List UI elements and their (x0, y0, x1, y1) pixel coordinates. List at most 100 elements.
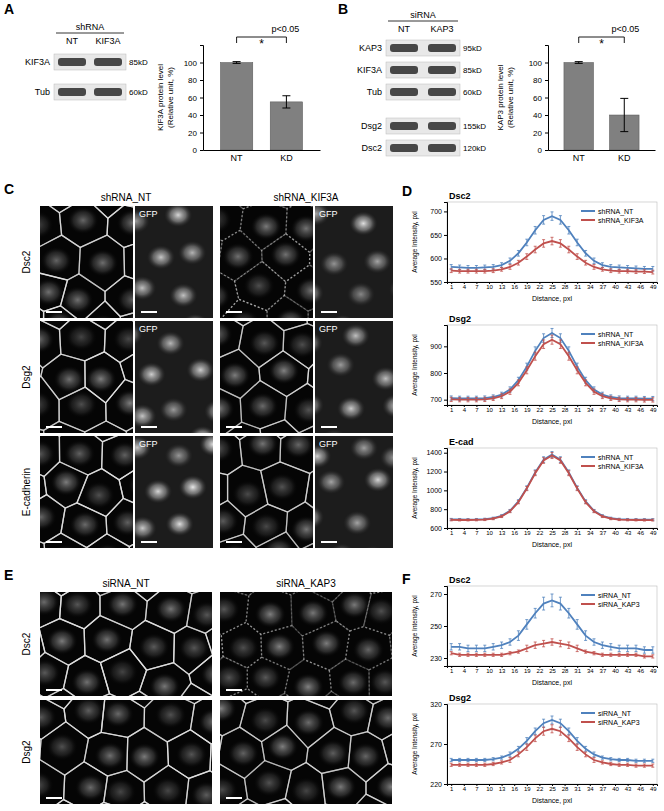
cell-body (191, 601, 212, 629)
tick-label: 700 (430, 396, 442, 403)
cell-border (123, 691, 174, 696)
tick-label: 37 (600, 407, 607, 413)
tick: 37 (600, 282, 607, 290)
series-line (451, 456, 653, 521)
cell-body (67, 206, 99, 234)
tick-mark (444, 282, 447, 283)
tick-label: 10 (486, 668, 493, 674)
plot-area (220, 62, 302, 150)
cell-body (179, 475, 207, 499)
cell-border (220, 206, 243, 241)
cell-border (40, 700, 66, 740)
tick-label: 10 (486, 407, 493, 413)
cell-body (292, 673, 324, 696)
tick-label: 25 (549, 284, 556, 290)
scale-bar (226, 689, 242, 691)
cell-border (224, 689, 267, 696)
tick: 22 (537, 405, 544, 413)
tick-label: 16 (511, 668, 518, 674)
cell-body (155, 701, 187, 729)
tick-label: 230 (430, 655, 442, 662)
cell-body (328, 544, 356, 548)
cell-body (293, 709, 325, 737)
tick: 7 (475, 528, 479, 536)
blot-band (428, 66, 456, 74)
blot-band (428, 88, 456, 96)
cell-border (44, 421, 85, 433)
tick-label: 7 (475, 530, 479, 536)
tick-label: 46 (637, 530, 644, 536)
cell-body (220, 543, 251, 548)
tick-label: 700 (430, 208, 442, 215)
column-header: shRNA_KIF3A (273, 192, 338, 203)
tick: 13 (499, 405, 506, 413)
tick: 43 (625, 666, 632, 674)
blot-row-label: KIF3A (25, 57, 50, 67)
tick-label: 4 (463, 284, 467, 290)
cell-body (46, 733, 78, 761)
image-background (315, 206, 393, 318)
bar-chart: 020406080100NTKDKIF3A protein level(Rela… (156, 24, 321, 163)
cell-border (104, 770, 145, 804)
tick-label: 10 (486, 786, 493, 792)
tick-mark (545, 63, 548, 64)
inset-label: GFP (139, 209, 158, 219)
cell-body (266, 473, 298, 501)
plot-frame (447, 202, 657, 282)
cell-body (250, 663, 282, 691)
cell-border (126, 405, 133, 433)
panel-letter: F (402, 571, 411, 587)
cell-border (220, 682, 227, 696)
blot-band (428, 122, 456, 130)
cell-border (40, 321, 61, 368)
cell-body (310, 629, 342, 657)
image-panel: siRNA_NTsiRNA_KAP3Dsc2Dsg2 (0, 552, 432, 811)
tick-label: 650 (430, 232, 442, 239)
cell-border (40, 273, 67, 312)
cell-body (293, 396, 313, 424)
plot-area (450, 212, 655, 274)
cell-border (60, 592, 100, 629)
cell-body (69, 511, 101, 539)
cell-body (189, 426, 213, 433)
cell-border (79, 235, 125, 291)
cell-body (50, 468, 82, 496)
cell-border (106, 498, 133, 546)
tick-label: 1200 (426, 468, 442, 475)
cell-border (220, 799, 267, 804)
tick: KD (618, 150, 631, 163)
cell-border (286, 206, 313, 252)
image-content (315, 436, 393, 548)
cell-border (64, 762, 108, 804)
tick-label: 900 (430, 343, 442, 350)
cell-body (165, 444, 193, 468)
tick: 37 (600, 784, 607, 792)
cell-border (351, 794, 392, 804)
cell-body (375, 773, 392, 801)
tick-mark (444, 235, 447, 236)
plot-area (450, 594, 655, 658)
figure: ABCDEFshRNANTKIF3AKIF3A85kDTub60kDsiRNAN… (0, 0, 664, 811)
tick-label: 550 (430, 279, 442, 286)
bar (564, 63, 594, 151)
cell-border (247, 657, 289, 696)
legend-label: shRNA_KIF3A (598, 217, 644, 225)
cell-body (130, 248, 133, 276)
cell-border (81, 694, 125, 696)
cell-body (61, 592, 93, 619)
cell-body (220, 595, 240, 623)
cell-border (307, 335, 313, 412)
tick-label: 19 (524, 407, 531, 413)
tick: 700 (430, 396, 447, 403)
tick: 46 (637, 405, 644, 413)
legend: siRNA_NTsiRNA_KAP3 (579, 707, 653, 728)
cell-border (84, 732, 128, 776)
cell-body (337, 669, 369, 696)
cell-border (267, 295, 308, 318)
tick-label: 49 (650, 786, 657, 792)
tick: 1 (450, 784, 454, 792)
tick-label: 25 (549, 786, 556, 792)
tick: 46 (637, 282, 644, 290)
cell-border (40, 436, 88, 437)
lane-label: NT (66, 36, 78, 46)
